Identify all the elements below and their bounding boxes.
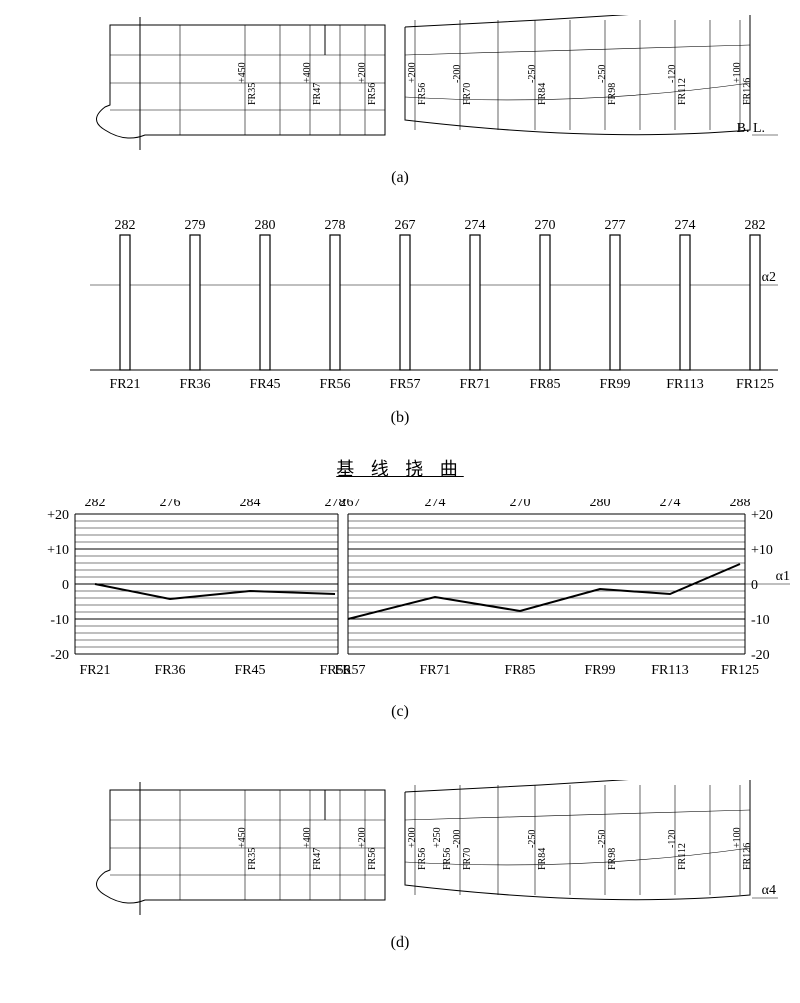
svg-text:+200: +200 — [357, 827, 368, 848]
svg-text:282: 282 — [115, 218, 136, 233]
svg-text:274: 274 — [425, 499, 446, 510]
svg-text:FR125: FR125 — [721, 663, 759, 678]
svg-text:267: 267 — [340, 499, 361, 510]
svg-text:FR112: FR112 — [677, 78, 688, 105]
svg-text:+200: +200 — [407, 62, 418, 83]
svg-text:FR35: FR35 — [247, 848, 258, 870]
svg-text:274: 274 — [660, 499, 681, 510]
svg-text:FR47: FR47 — [312, 848, 323, 870]
svg-text:+20: +20 — [751, 508, 773, 523]
svg-text:FR71: FR71 — [459, 377, 490, 392]
svg-text:FR85: FR85 — [504, 663, 535, 678]
svg-text:FR70: FR70 — [462, 83, 473, 105]
svg-text:FR126: FR126 — [742, 843, 753, 870]
svg-text:270: 270 — [510, 499, 531, 510]
svg-text:-250: -250 — [597, 830, 608, 848]
panel-a: +450FR35+400FR47+200FR56+200FR56-200FR70… — [20, 15, 780, 187]
svg-text:-250: -250 — [527, 65, 538, 83]
svg-text:-10: -10 — [50, 613, 69, 628]
svg-text:-200: -200 — [452, 830, 463, 848]
svg-text:FR45: FR45 — [234, 663, 265, 678]
svg-text:FR56: FR56 — [319, 377, 350, 392]
svg-text:α2: α2 — [762, 270, 776, 285]
svg-text:282: 282 — [745, 218, 766, 233]
svg-text:FR21: FR21 — [109, 377, 140, 392]
svg-text:+200: +200 — [407, 827, 418, 848]
hull-diagram-d: +450FR35+400FR47+200FR56+200FR56-200FR70… — [20, 780, 780, 930]
svg-text:284: 284 — [240, 499, 261, 510]
deflection-chart: +20 +20 +10 +10 0 0 -10 -10 -20 -20 α1 282 FR21 276 FR… — [0, 499, 800, 699]
svg-text:-10: -10 — [751, 613, 770, 628]
svg-text:274: 274 — [675, 218, 696, 233]
svg-text:+10: +10 — [751, 543, 773, 558]
svg-text:FR99: FR99 — [584, 663, 615, 678]
svg-text:FR21: FR21 — [79, 663, 110, 678]
svg-text:276: 276 — [160, 499, 181, 510]
svg-text:FR125: FR125 — [736, 377, 774, 392]
panel-b: α2 282 FR21 279 FR36 280 FR45 278 FR56 267 FR57 274… — [20, 215, 780, 427]
svg-text:0: 0 — [62, 578, 69, 593]
sublabel-a: (a) — [20, 169, 780, 187]
svg-text:+20: +20 — [47, 508, 69, 523]
svg-text:278: 278 — [325, 218, 346, 233]
svg-text:FR35: FR35 — [247, 83, 258, 105]
svg-text:+250: +250 — [432, 827, 443, 848]
svg-text:FR99: FR99 — [599, 377, 630, 392]
svg-text:288: 288 — [730, 499, 751, 510]
svg-text:-250: -250 — [597, 65, 608, 83]
svg-text:FR56: FR56 — [442, 848, 453, 870]
svg-text:FR84: FR84 — [537, 848, 548, 870]
svg-text:-250: -250 — [527, 830, 538, 848]
svg-text:+200: +200 — [357, 62, 368, 83]
svg-text:FR84: FR84 — [537, 83, 548, 105]
svg-text:274: 274 — [465, 218, 486, 233]
svg-text:FR56: FR56 — [417, 83, 428, 105]
svg-text:-20: -20 — [50, 648, 69, 663]
svg-text:α4: α4 — [762, 883, 776, 898]
panel-d: +450FR35+400FR47+200FR56+200FR56-200FR70… — [20, 780, 780, 952]
svg-text:279: 279 — [185, 218, 206, 233]
svg-text:FR47: FR47 — [312, 83, 323, 105]
title-deflection: 基 线 挠 曲 — [0, 455, 800, 481]
svg-text:B. L.: B. L. — [737, 121, 765, 136]
svg-text:270: 270 — [535, 218, 556, 233]
svg-text:0: 0 — [751, 578, 758, 593]
sublabel-d: (d) — [20, 934, 780, 952]
svg-text:+450: +450 — [237, 62, 248, 83]
bar-chart: α2 282 FR21 279 FR36 280 FR45 278 FR56 267 FR57 274… — [20, 215, 780, 405]
sublabel-b: (b) — [20, 409, 780, 427]
panel-c: 基 线 挠 曲 +20 +20 +10 +10 0 0 -10 -10 -20 -20 α1 282 F… — [0, 455, 800, 721]
svg-text:FR56: FR56 — [367, 83, 378, 105]
svg-text:267: 267 — [395, 218, 416, 233]
svg-text:FR45: FR45 — [249, 377, 280, 392]
svg-text:FR113: FR113 — [666, 377, 704, 392]
hull-diagram-a: +450FR35+400FR47+200FR56+200FR56-200FR70… — [20, 15, 780, 165]
svg-text:FR98: FR98 — [607, 848, 618, 870]
svg-text:280: 280 — [590, 499, 611, 510]
svg-text:FR56: FR56 — [417, 848, 428, 870]
svg-text:FR36: FR36 — [179, 377, 210, 392]
svg-text:+400: +400 — [302, 62, 313, 83]
svg-text:FR126: FR126 — [742, 78, 753, 105]
svg-text:FR70: FR70 — [462, 848, 473, 870]
svg-text:-20: -20 — [751, 648, 770, 663]
svg-text:FR56: FR56 — [367, 848, 378, 870]
svg-text:+450: +450 — [237, 827, 248, 848]
svg-text:FR85: FR85 — [529, 377, 560, 392]
svg-text:282: 282 — [85, 499, 106, 510]
svg-text:FR113: FR113 — [651, 663, 689, 678]
svg-text:+400: +400 — [302, 827, 313, 848]
svg-text:FR57: FR57 — [334, 663, 365, 678]
svg-text:-200: -200 — [452, 65, 463, 83]
svg-text:277: 277 — [605, 218, 626, 233]
svg-text:α1: α1 — [776, 569, 790, 584]
svg-text:FR98: FR98 — [607, 83, 618, 105]
svg-text:FR57: FR57 — [389, 377, 420, 392]
sublabel-c: (c) — [0, 703, 800, 721]
svg-text:FR36: FR36 — [154, 663, 185, 678]
svg-text:FR112: FR112 — [677, 843, 688, 870]
svg-text:+10: +10 — [47, 543, 69, 558]
svg-text:280: 280 — [255, 218, 276, 233]
svg-text:FR71: FR71 — [419, 663, 450, 678]
